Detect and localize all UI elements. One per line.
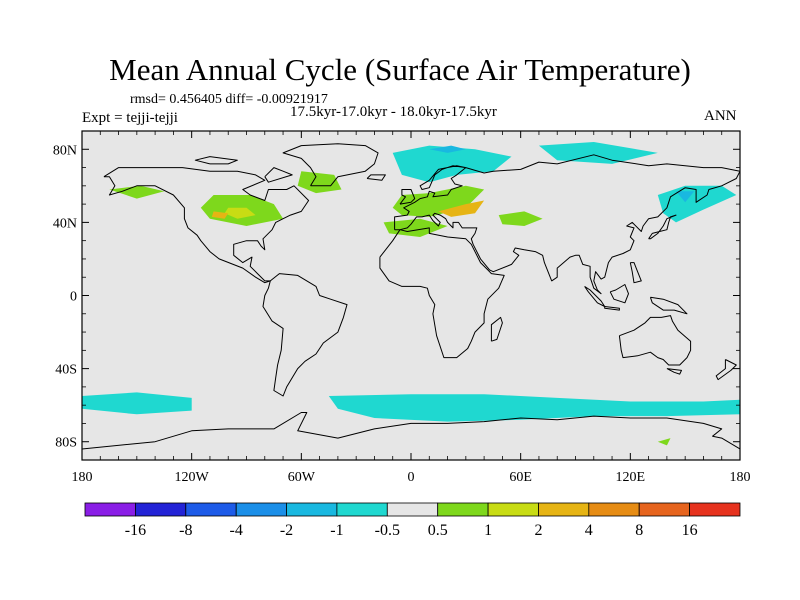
coastline: [399, 189, 416, 205]
y-tick-label: 0: [70, 290, 77, 305]
x-tick-label: 60E: [509, 470, 532, 485]
coastline: [648, 214, 677, 240]
x-tick-label: 180: [730, 470, 751, 485]
colorbar-box: [84, 502, 136, 517]
chart-title: Mean Annual Cycle (Surface Air Temperatu…: [109, 52, 691, 87]
x-tick-label: 120W: [175, 470, 210, 485]
anomaly-region-1: [392, 185, 485, 217]
anomaly-region--2: [676, 191, 695, 203]
colorbar-box: [437, 502, 489, 517]
colorbar-label: -1: [330, 522, 343, 539]
colorbar-label: 16: [682, 522, 698, 539]
colorbar-label: -16: [125, 522, 146, 539]
colorbar-box: [185, 502, 237, 517]
x-tick-label: 120E: [616, 470, 646, 485]
y-tick-label: 40S: [55, 363, 77, 378]
experiment-label: Expt = tejji-tejji: [82, 110, 178, 126]
anomaly-region-1: [498, 211, 543, 226]
anomaly-region-4: [211, 211, 229, 219]
coastline: [649, 296, 688, 315]
colorbar-box: [386, 502, 439, 517]
coastline: [264, 167, 293, 183]
colorbar-box: [286, 502, 338, 517]
period-label: 17.5kyr-17.0kyr - 18.0kyr-17.5kyr: [290, 104, 497, 120]
colorbar-label: -0.5: [375, 522, 400, 539]
anomaly-regions: [82, 142, 740, 446]
anomaly-region-1: [383, 218, 448, 237]
colorbar: -16 -8 -4 -2 -1 -0.5 0.5 1 2 4 8 16: [84, 502, 741, 539]
coastline: [394, 154, 740, 295]
anomaly-region-1: [657, 438, 671, 446]
x-tick-label: 180: [72, 470, 93, 485]
x-tick-label: 60W: [288, 470, 316, 485]
x-axis: 180 120W 60W 0 60E 120E 180: [72, 131, 751, 485]
coastline: [715, 359, 737, 381]
coastline: [194, 156, 238, 165]
colorbar-label: -2: [280, 522, 293, 539]
colorbar-box: [538, 502, 590, 517]
anomaly-region--1: [328, 394, 740, 422]
season-label: ANN: [704, 108, 737, 124]
anomaly-region--2: [429, 145, 466, 153]
coastline: [618, 315, 692, 366]
anomaly-region--1: [392, 145, 512, 183]
colorbar-box: [487, 502, 539, 517]
coastline: [666, 368, 682, 375]
anomaly-region-1: [297, 171, 342, 194]
coastline: [629, 262, 642, 284]
anomaly-region-4: [438, 200, 485, 217]
coastline: [282, 143, 379, 187]
anomaly-region-2: [224, 207, 256, 219]
anomaly-region--1: [657, 185, 737, 223]
coastline: [604, 306, 620, 311]
anomaly-region-1: [109, 185, 165, 199]
coastline: [379, 227, 505, 359]
y-tick-label: 80S: [55, 436, 77, 451]
colorbar-label: 2: [535, 522, 543, 539]
colorbar-label: 0.5: [428, 522, 448, 539]
colorbar-label: 8: [635, 522, 643, 539]
coastline: [609, 284, 629, 304]
y-axis: 80N 40N 0 40S 80S: [53, 130, 740, 461]
coastline: [82, 412, 740, 450]
coastline: [103, 167, 310, 284]
coastline: [366, 174, 386, 181]
x-tick-label: 0: [408, 470, 415, 485]
y-tick-label: 40N: [53, 216, 77, 231]
coastline: [262, 273, 348, 397]
anomaly-region--1: [82, 392, 192, 415]
rmsd-diff-stats: rmsd= 0.456405 diff= -0.00921917: [130, 92, 328, 107]
colorbar-label: -8: [179, 522, 192, 539]
colorbar-box: [235, 502, 287, 517]
coastline: [490, 316, 503, 342]
anomaly-region--1: [538, 142, 658, 164]
colorbar-label: -4: [230, 522, 243, 539]
colorbar-box: [336, 502, 388, 517]
colorbar-box: [134, 502, 187, 517]
y-tick-label: 80N: [53, 143, 77, 158]
colorbar-box: [638, 502, 691, 517]
coastlines: [82, 143, 740, 450]
colorbar-label: 1: [484, 522, 492, 539]
colorbar-label: 4: [585, 522, 593, 539]
colorbar-box: [588, 502, 640, 517]
colorbar-box: [689, 502, 741, 517]
